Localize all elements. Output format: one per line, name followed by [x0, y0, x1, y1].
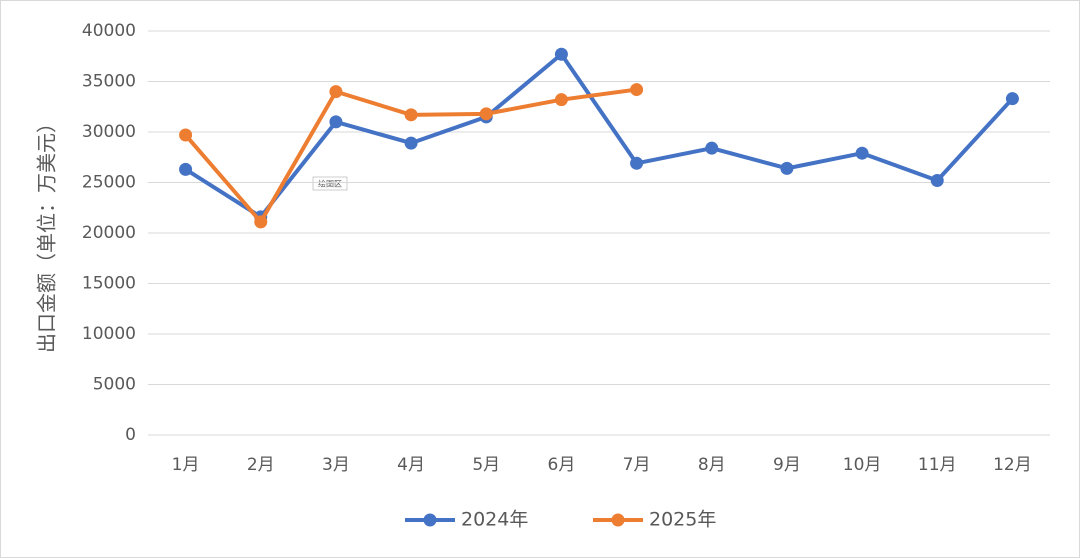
y-tick-label: 20000: [82, 223, 136, 243]
legend-marker: [611, 513, 625, 527]
legend-marker: [423, 513, 437, 527]
data-point: [780, 161, 794, 175]
y-tick-label: 25000: [82, 173, 136, 193]
data-point: [179, 128, 193, 142]
data-point: [1005, 92, 1019, 106]
x-tick-label: 6月: [548, 455, 576, 475]
y-tick-label: 5000: [93, 375, 136, 395]
data-point: [554, 93, 568, 107]
annotation: 绘图区: [318, 179, 342, 189]
y-axis-label: 出口金额（单位：万美元）: [35, 113, 59, 353]
data-point: [404, 108, 418, 122]
y-tick-label: 30000: [82, 122, 136, 142]
x-tick-label: 1月: [172, 455, 200, 475]
data-point: [855, 146, 869, 160]
x-tick-label: 3月: [322, 455, 350, 475]
annotation-box: [312, 176, 348, 191]
x-tick-label: 7月: [623, 455, 651, 475]
y-tick-label: 40000: [82, 21, 136, 41]
data-point: [404, 136, 418, 150]
x-tick-label: 4月: [397, 455, 425, 475]
y-tick-label: 10000: [82, 324, 136, 344]
data-point: [329, 115, 343, 129]
data-point: [254, 215, 268, 229]
y-tick-label: 0: [125, 425, 136, 445]
legend-label: 2025年: [649, 509, 716, 531]
x-tick-label: 11月: [918, 455, 957, 475]
data-point: [630, 83, 644, 97]
x-tick-label: 8月: [698, 455, 726, 475]
data-point: [930, 173, 944, 187]
x-tick-label: 9月: [773, 455, 801, 475]
x-tick-label: 10月: [843, 455, 882, 475]
x-tick-label: 12月: [993, 455, 1032, 475]
x-tick-label: 5月: [472, 455, 500, 475]
data-point: [705, 141, 719, 155]
y-tick-label: 15000: [82, 274, 136, 294]
data-point: [479, 107, 493, 121]
data-point: [554, 47, 568, 61]
data-point: [329, 85, 343, 99]
y-tick-label: 35000: [82, 72, 136, 92]
data-point: [179, 162, 193, 176]
legend-label: 2024年: [461, 509, 528, 531]
x-tick-label: 2月: [247, 455, 275, 475]
series-line: [184, 52, 1014, 219]
data-point: [630, 156, 644, 170]
